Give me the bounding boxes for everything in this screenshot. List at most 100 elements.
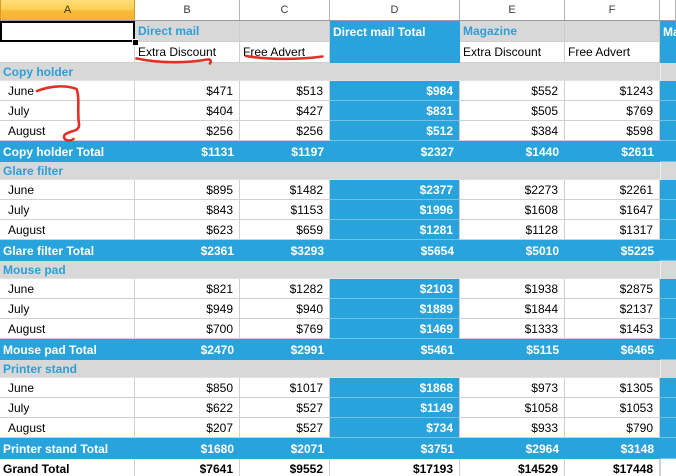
header-free-advert-c[interactable]: Free Advert: [240, 42, 330, 63]
value-cell[interactable]: $5115: [526, 342, 559, 357]
hidden-column-sliver[interactable]: [660, 63, 676, 81]
value-cell[interactable]: $2875: [565, 279, 660, 299]
section-title-cell[interactable]: Copy holder: [0, 63, 660, 81]
header-extra-discount-e[interactable]: Extra Discount: [460, 42, 565, 63]
value-cell[interactable]: $1058: [460, 398, 565, 418]
value-cell[interactable]: $949: [135, 299, 240, 319]
row-label-cell[interactable]: August: [0, 418, 135, 438]
value-cell[interactable]: $527: [240, 418, 330, 438]
hidden-column-sliver[interactable]: [660, 261, 676, 279]
column-header-e[interactable]: E: [460, 0, 565, 20]
value-cell[interactable]: $5654: [420, 243, 454, 258]
column-header-a[interactable]: A: [0, 0, 135, 20]
header-magazine[interactable]: Magazine: [460, 21, 565, 42]
section-title-cell[interactable]: Mouse pad: [0, 261, 660, 279]
value-cell[interactable]: $17448: [565, 459, 660, 476]
value-cell[interactable]: $1317: [565, 220, 660, 240]
header-direct-mail-spill[interactable]: [240, 21, 330, 42]
value-cell[interactable]: $5225: [620, 243, 654, 258]
row-label-cell[interactable]: Grand Total: [0, 459, 135, 476]
hidden-column-sliver[interactable]: [660, 319, 676, 339]
row-label-cell[interactable]: Copy holder Total: [3, 144, 105, 159]
column-header-d[interactable]: D: [330, 0, 460, 20]
hidden-column-sliver[interactable]: [660, 299, 676, 319]
value-cell[interactable]: $790: [565, 418, 660, 438]
hidden-column-sliver[interactable]: [660, 240, 676, 261]
value-cell[interactable]: $7641: [135, 459, 240, 476]
value-cell[interactable]: $6465: [620, 342, 654, 357]
value-cell[interactable]: $623: [135, 220, 240, 240]
row-label-cell[interactable]: June: [0, 81, 135, 101]
row-label-cell[interactable]: August: [0, 121, 135, 141]
header-magazine-spill[interactable]: [565, 21, 660, 42]
value-cell[interactable]: $1996: [330, 200, 460, 220]
hidden-column-sliver[interactable]: [660, 121, 676, 141]
value-cell[interactable]: $933: [460, 418, 565, 438]
value-cell[interactable]: $2103: [330, 279, 460, 299]
value-cell[interactable]: $2611: [621, 144, 654, 159]
header-magazine-total-clipped[interactable]: Ma: [660, 21, 676, 63]
value-cell[interactable]: $1938: [460, 279, 565, 299]
hidden-column-sliver[interactable]: [660, 398, 676, 418]
value-cell[interactable]: $1680: [200, 441, 234, 456]
value-cell[interactable]: $207: [135, 418, 240, 438]
value-cell[interactable]: $1305: [565, 378, 660, 398]
value-cell[interactable]: $9552: [240, 459, 330, 476]
hidden-column-sliver[interactable]: [660, 378, 676, 398]
value-cell[interactable]: $1017: [240, 378, 330, 398]
hidden-column-sliver[interactable]: [660, 200, 676, 220]
hidden-column-sliver[interactable]: [660, 459, 676, 476]
value-cell[interactable]: $512: [330, 121, 460, 141]
value-cell[interactable]: $2273: [460, 180, 565, 200]
header-direct-mail[interactable]: Direct mail: [135, 21, 240, 42]
value-cell[interactable]: $1053: [565, 398, 660, 418]
value-cell[interactable]: $513: [240, 81, 330, 101]
value-cell[interactable]: $527: [240, 398, 330, 418]
value-cell[interactable]: $5010: [525, 243, 559, 258]
row-label-cell[interactable]: July: [0, 200, 135, 220]
value-cell[interactable]: $895: [135, 180, 240, 200]
value-cell[interactable]: $1149: [330, 398, 460, 418]
value-cell[interactable]: $404: [135, 101, 240, 121]
value-cell[interactable]: $2991: [290, 342, 324, 357]
value-cell[interactable]: $1440: [525, 144, 559, 159]
column-header-g-clipped[interactable]: [660, 0, 676, 20]
value-cell[interactable]: $1647: [565, 200, 660, 220]
value-cell[interactable]: $598: [565, 121, 660, 141]
value-cell[interactable]: $2470: [200, 342, 234, 357]
value-cell[interactable]: $700: [135, 319, 240, 339]
section-title-cell[interactable]: Glare filter: [0, 162, 660, 180]
row-label-cell[interactable]: August: [0, 319, 135, 339]
hidden-column-sliver[interactable]: [660, 180, 676, 200]
value-cell[interactable]: $1243: [565, 81, 660, 101]
hidden-column-sliver[interactable]: [660, 81, 676, 101]
value-cell[interactable]: $1453: [565, 319, 660, 339]
header-extra-discount-b[interactable]: Extra Discount: [135, 42, 240, 63]
value-cell[interactable]: $734: [330, 418, 460, 438]
value-cell[interactable]: $821: [135, 279, 240, 299]
value-cell[interactable]: $2377: [330, 180, 460, 200]
row-label-cell[interactable]: July: [0, 299, 135, 319]
value-cell[interactable]: $17193: [330, 459, 460, 476]
value-cell[interactable]: $831: [330, 101, 460, 121]
header-free-advert-f[interactable]: Free Advert: [565, 42, 660, 63]
value-cell[interactable]: $384: [460, 121, 565, 141]
hidden-column-sliver[interactable]: [660, 438, 676, 459]
value-cell[interactable]: $769: [565, 101, 660, 121]
value-cell[interactable]: $2071: [290, 441, 324, 456]
hidden-column-sliver[interactable]: [660, 339, 676, 360]
cell-a1-selected[interactable]: [0, 21, 138, 45]
value-cell[interactable]: $1153: [240, 200, 330, 220]
cell-a2[interactable]: [0, 42, 135, 63]
hidden-column-sliver[interactable]: [660, 162, 676, 180]
value-cell[interactable]: $5461: [420, 342, 454, 357]
row-label-cell[interactable]: June: [0, 279, 135, 299]
value-cell[interactable]: $2361: [200, 243, 234, 258]
column-header-c[interactable]: C: [240, 0, 330, 20]
value-cell[interactable]: $1889: [330, 299, 460, 319]
value-cell[interactable]: $850: [135, 378, 240, 398]
value-cell[interactable]: $2964: [525, 441, 559, 456]
row-label-cell[interactable]: August: [0, 220, 135, 240]
fill-handle[interactable]: [132, 39, 138, 45]
value-cell[interactable]: $1197: [291, 144, 324, 159]
